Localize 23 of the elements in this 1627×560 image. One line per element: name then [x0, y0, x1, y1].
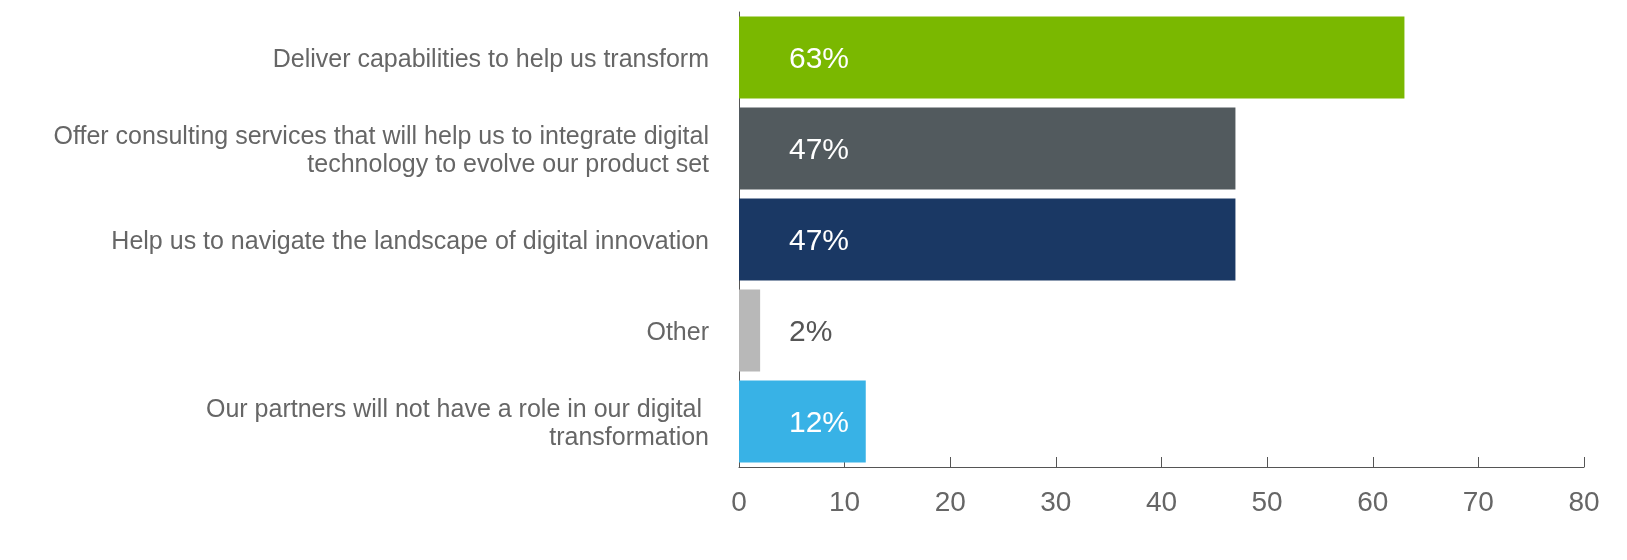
data-label: 47% [789, 132, 850, 165]
x-tick-label: 60 [1357, 485, 1389, 517]
data-label: 12% [789, 405, 850, 438]
x-tick-label: 40 [1145, 485, 1178, 517]
data-label: 2% [789, 314, 833, 347]
x-tick-label: 80 [1568, 485, 1600, 517]
x-tick-label: 50 [1251, 485, 1283, 517]
x-tick-label: 0 [731, 485, 747, 517]
x-tick-label: 70 [1462, 485, 1494, 517]
bar [739, 16, 1405, 99]
bar [739, 380, 866, 463]
y-tick-label: Deliver capabilities to help us transform [272, 43, 709, 72]
bar [739, 289, 761, 372]
y-tick-label: Help us to navigate the landscape of digital innovation [111, 225, 709, 254]
bar [739, 198, 1236, 281]
x-tick-label: 30 [1040, 485, 1072, 517]
data-label: 47% [789, 223, 850, 256]
x-tick-label: 10 [829, 485, 861, 517]
y-tick-label: Other [646, 316, 709, 345]
data-label: 63% [789, 41, 850, 74]
y-tick-label: Offer consulting services that will help us to integrate digital technology to evolve our product set [53, 120, 710, 177]
x-tick-label: 20 [934, 485, 966, 517]
y-tick-label: Our partners will not have a role in our digital transformation [205, 393, 709, 450]
